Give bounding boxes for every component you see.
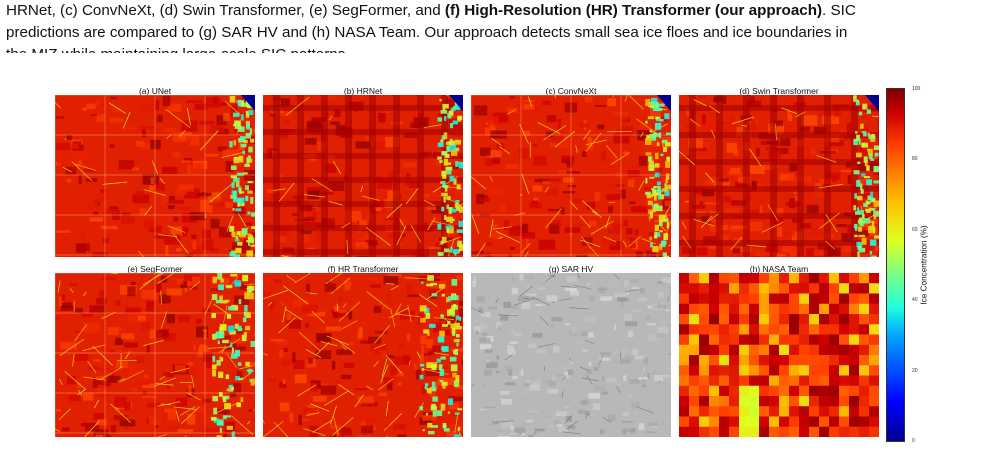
colorbar-tick: 40 — [912, 297, 918, 303]
panel-title-f: (f) HR Transformer — [327, 264, 399, 274]
panel-sar-hv-image — [471, 273, 671, 437]
colorbar-tick: 80 — [912, 156, 918, 162]
panel-hrnet-map — [263, 95, 463, 257]
caption-line-1: HRNet, (c) ConvNeXt, (d) Swin Transforme… — [6, 0, 991, 22]
caption-line-2: predictions are compared to (g) SAR HV a… — [6, 24, 848, 41]
panel-hr-transformer-map — [263, 273, 463, 437]
panel-title-d: (d) Swin Transformer — [739, 86, 819, 96]
panel-unet-map — [55, 95, 255, 257]
panel-segformer-map — [55, 273, 255, 437]
colorbar — [886, 88, 905, 442]
panel-swin-map — [679, 95, 879, 257]
caption-text: HRNet, (c) ConvNeXt, (d) Swin Transforme… — [6, 2, 445, 19]
panel-nasa-team-map — [679, 273, 879, 437]
caption-line-3: the MIZ while maintaining large-scale SI… — [6, 44, 991, 53]
panel-title-h: (h) NASA Team — [749, 264, 809, 274]
colorbar-tick: 100 — [912, 86, 921, 92]
panel-title-a: (a) UNet — [138, 86, 172, 96]
caption-text: . SIC — [822, 2, 856, 19]
panel-title-g: (g) SAR HV — [548, 264, 594, 274]
caption-bold-text: (f) High-Resolution (HR) Transformer (ou… — [444, 2, 823, 19]
colorbar-tick: 0 — [912, 438, 915, 444]
panel-title-e: (e) SegFormer — [127, 264, 183, 274]
panel-convnext-map — [471, 95, 671, 257]
panel-title-b: (b) HRNet — [343, 86, 383, 96]
figure-caption: HRNet, (c) ConvNeXt, (d) Swin Transforme… — [6, 0, 991, 53]
colorbar-label: Ice Concentration (%) — [919, 225, 929, 305]
colorbar-tick: 20 — [912, 368, 918, 374]
panel-title-c: (c) ConvNeXt — [545, 86, 597, 96]
colorbar-tick: 60 — [912, 227, 918, 233]
